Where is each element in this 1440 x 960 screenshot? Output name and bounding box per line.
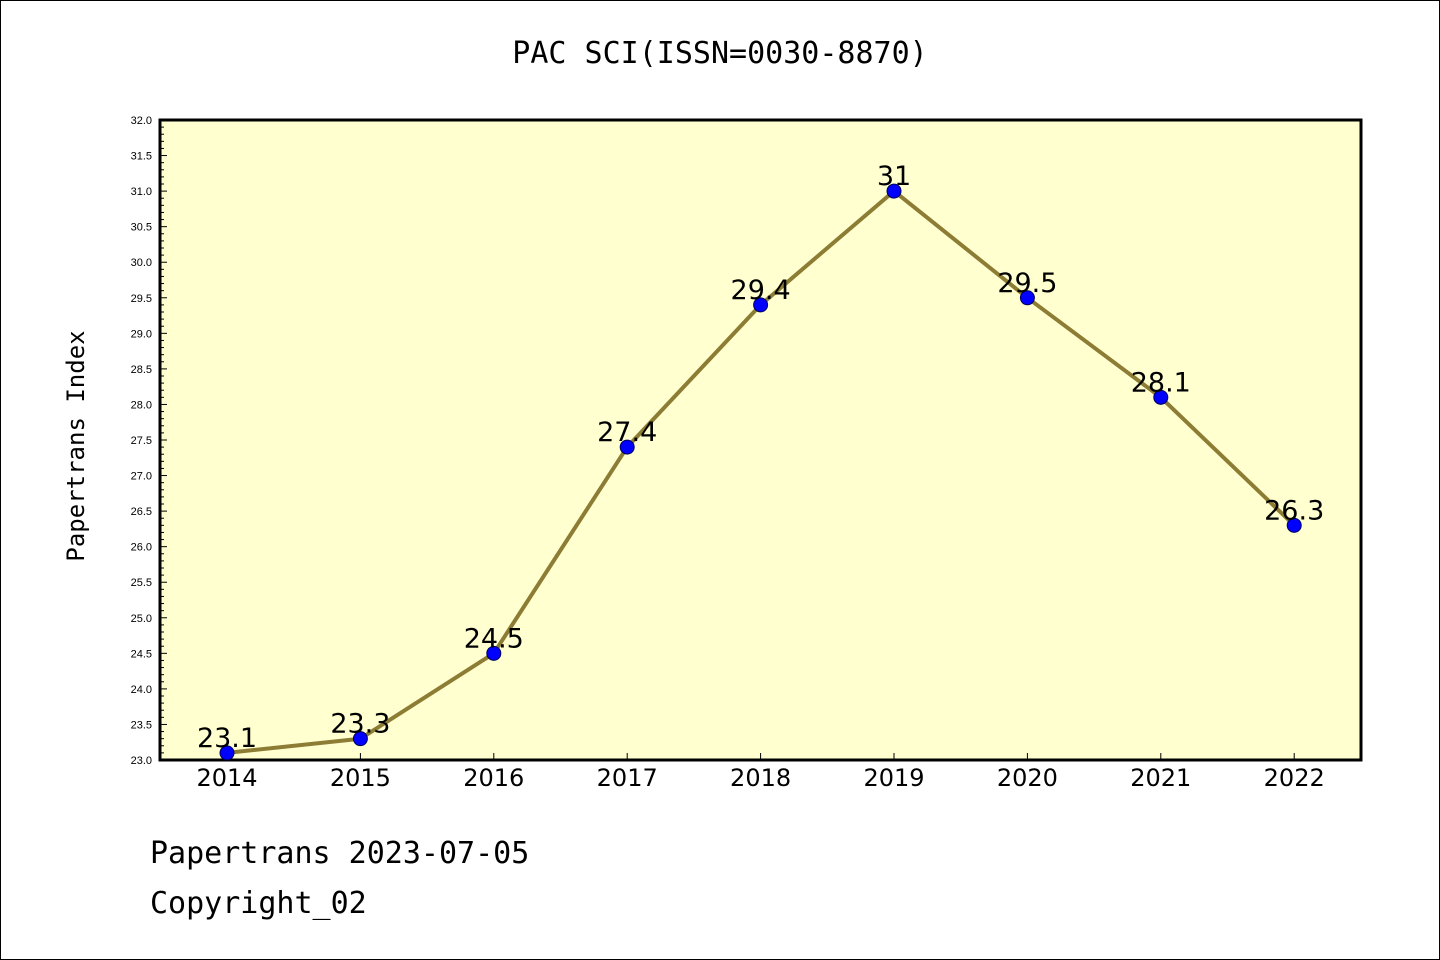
y-axis: 23.0 23.5 24.0 24.5 25.0 25.5 26.0 26.5 27.0 27.5… — [131, 115, 167, 767]
data-point-marker — [486, 645, 502, 661]
data-labels: 23.1 23.3 24.5 27.4 29.4 31 29.5 28.1 26.3 — [197, 161, 1324, 754]
data-label: 26.3 — [1264, 495, 1324, 526]
x-tick-label: 2014 — [196, 764, 257, 792]
y-tick-label: 29.0 — [131, 328, 152, 340]
x-tick-label: 2017 — [597, 764, 658, 792]
data-label: 31 — [877, 161, 911, 192]
data-point-marker — [1286, 517, 1302, 533]
x-tick-label: 2019 — [863, 764, 924, 792]
y-tick-label: 31.0 — [131, 186, 152, 198]
y-tick-label: 28.5 — [131, 364, 152, 376]
y-tick-label: 30.0 — [131, 257, 152, 269]
x-tick-label: 2015 — [330, 764, 391, 792]
data-label: 24.5 — [464, 623, 524, 654]
data-label: 27.4 — [597, 417, 657, 448]
y-tick-label: 26.5 — [131, 506, 152, 518]
data-point-marker — [886, 183, 902, 199]
x-tick-label: 2016 — [463, 764, 524, 792]
y-tick-label: 23.5 — [131, 719, 152, 731]
data-point-marker — [753, 297, 769, 313]
plot-area — [158, 118, 1363, 762]
markers — [219, 183, 1302, 761]
data-label: 29.4 — [731, 275, 791, 306]
data-label: 23.1 — [197, 723, 257, 754]
x-tick-label: 2021 — [1130, 764, 1191, 792]
x-tick-label: 2022 — [1264, 764, 1325, 792]
y-tick-label: 32.0 — [131, 115, 152, 127]
y-tick-label: 27.5 — [131, 435, 152, 447]
y-tick-label: 26.0 — [131, 542, 152, 554]
data-point-marker — [1019, 290, 1035, 306]
y-tick-label: 25.5 — [131, 577, 152, 589]
footer-copyright: Copyright_02 — [150, 886, 367, 921]
y-tick-label: 24.0 — [131, 684, 152, 696]
data-point-marker — [352, 731, 368, 747]
data-label: 23.3 — [330, 709, 390, 740]
y-tick-label: 30.5 — [131, 222, 152, 234]
chart-title: PAC SCI(ISSN=0030-8870) — [512, 36, 928, 71]
y-tick-label: 23.0 — [131, 755, 152, 767]
x-tick-label: 2018 — [730, 764, 791, 792]
y-tick-label: 31.5 — [131, 151, 152, 163]
x-tick-label: 2020 — [997, 764, 1058, 792]
y-tick-label: 28.0 — [131, 399, 152, 411]
data-label: 29.5 — [997, 268, 1057, 299]
footer-source: Papertrans 2023-07-05 — [150, 836, 530, 871]
x-axis: 2014 2015 2016 2017 2018 2019 2020 2021 2022 — [196, 753, 1325, 792]
y-tick-label: 24.5 — [131, 648, 152, 660]
y-tick-label: 29.5 — [131, 293, 152, 305]
data-label: 28.1 — [1131, 367, 1191, 398]
y-tick-label: 25.0 — [131, 613, 152, 625]
data-point-marker — [619, 439, 635, 455]
data-point-marker — [219, 745, 235, 761]
data-point-marker — [1153, 389, 1169, 405]
y-tick-label: 27.0 — [131, 471, 152, 483]
